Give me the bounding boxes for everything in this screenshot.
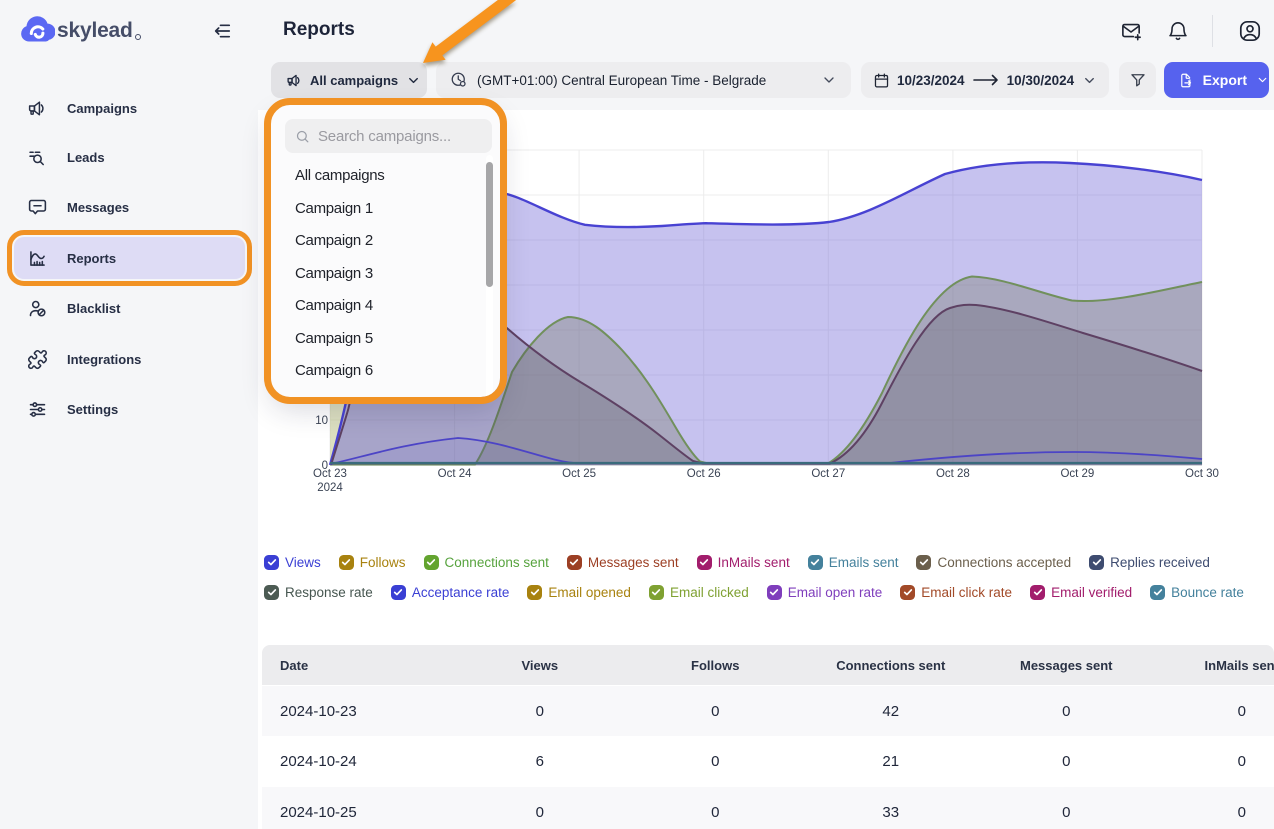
svg-text:Oct 28: Oct 28 [936,468,970,480]
svg-text:Oct 30: Oct 30 [1185,468,1219,480]
svg-text:Oct 26: Oct 26 [687,468,721,480]
svg-text:0: 0 [322,460,328,472]
svg-text:Oct 24: Oct 24 [438,468,472,480]
svg-text:Oct 25: Oct 25 [562,468,596,480]
svg-text:Oct 27: Oct 27 [811,468,845,480]
svg-text:Oct 23: Oct 23 [313,468,347,480]
svg-text:Oct 29: Oct 29 [1060,468,1094,480]
svg-text:2024: 2024 [317,482,343,494]
svg-text:10: 10 [315,415,328,427]
